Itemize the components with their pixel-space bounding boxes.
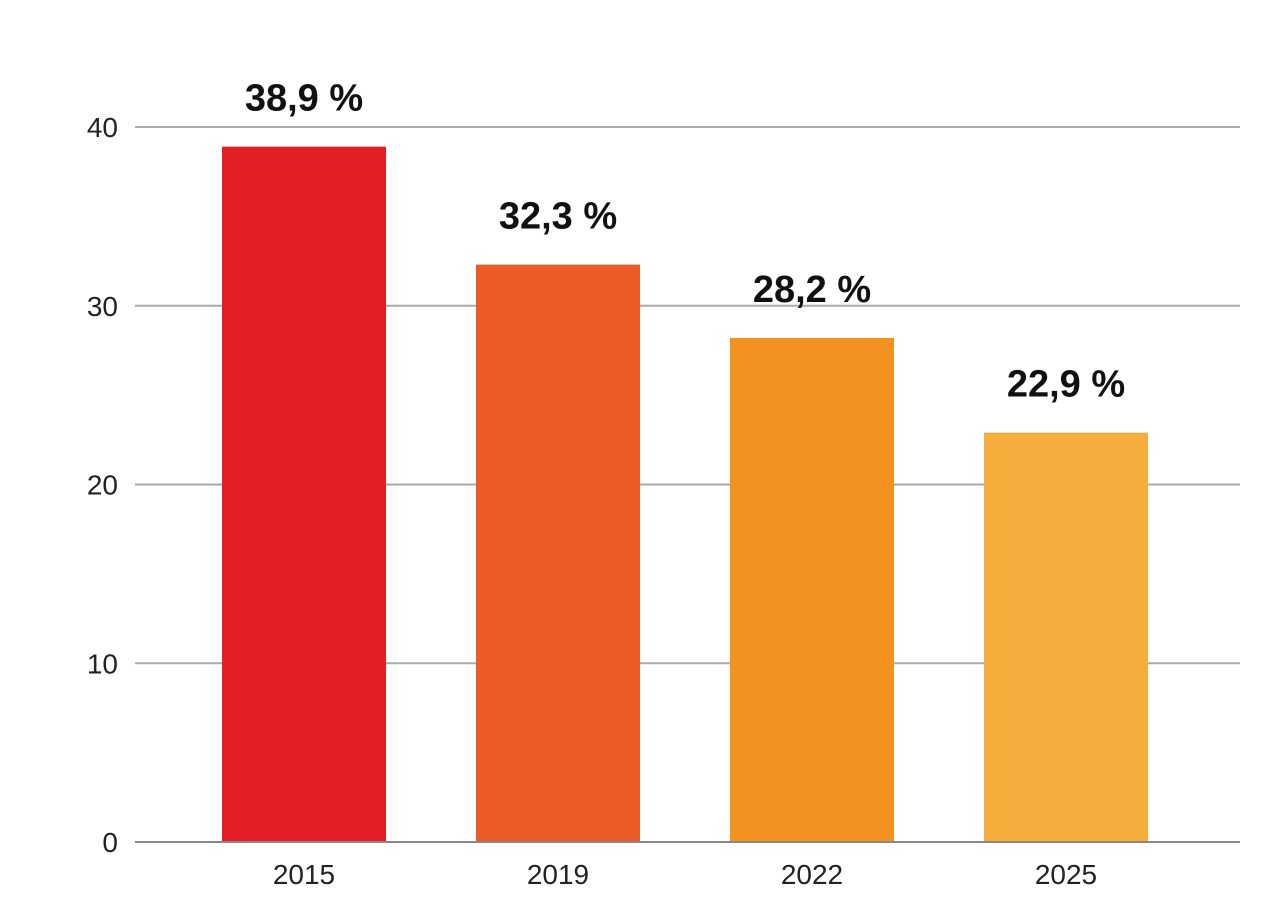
data-label: 32,3 % [499, 196, 617, 238]
y-tick-label: 10 [87, 648, 118, 679]
x-tick-label: 2022 [781, 859, 843, 890]
data-label: 38,9 % [245, 78, 363, 120]
y-tick-label: 40 [87, 112, 118, 143]
bar-2015 [222, 146, 386, 843]
y-tick-label: 30 [87, 291, 118, 322]
data-label: 28,2 % [753, 269, 871, 311]
x-tick-label: 2019 [527, 859, 589, 890]
bar-2022 [730, 337, 894, 842]
x-tick-label: 2025 [1035, 859, 1097, 890]
x-tick-label: 2015 [273, 859, 335, 890]
bar-2025 [984, 432, 1148, 842]
y-tick-label: 0 [102, 827, 118, 858]
data-label: 22,9 % [1007, 364, 1125, 406]
y-tick-label: 20 [87, 470, 118, 501]
bar-2019 [476, 264, 640, 842]
